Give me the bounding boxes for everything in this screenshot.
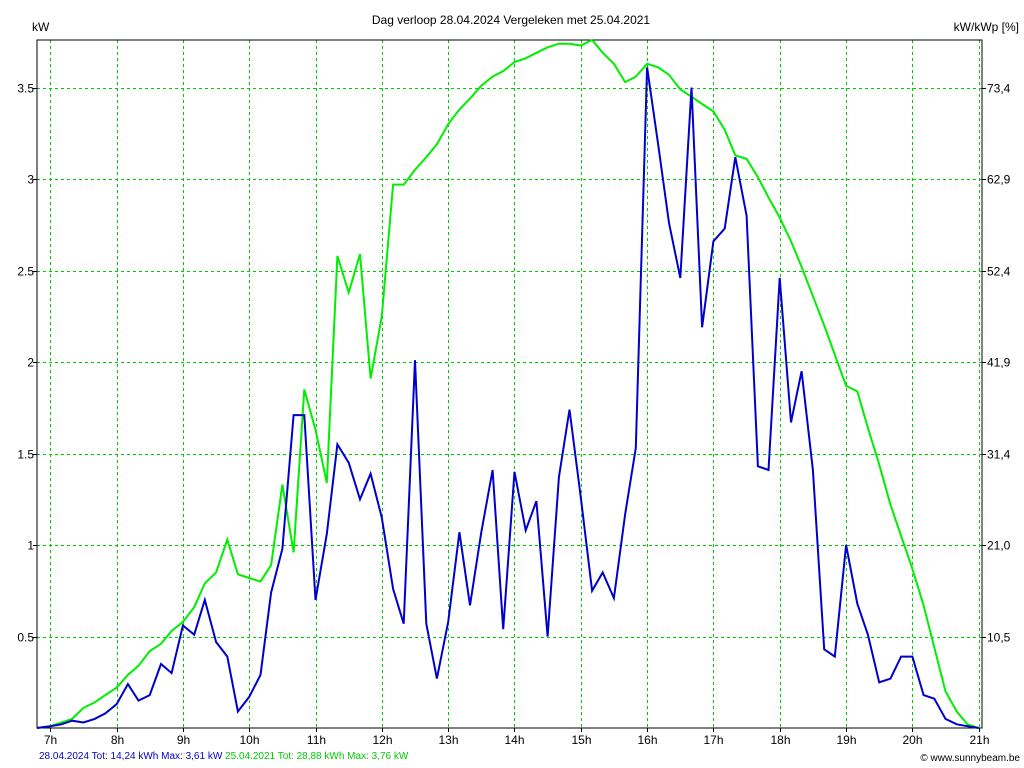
y-axis-right-ticks: 10,5 21,0 31,4 41,9 52,4 62,9 73,4 [982, 82, 1011, 645]
y-right-tick-label: 10,5 [987, 631, 1011, 645]
y-right-tick-label: 41,9 [987, 356, 1011, 370]
x-tick-label: 15h [571, 733, 591, 747]
y-axis-right-label: kW/kWp [%] [954, 20, 1019, 34]
x-tick-label: 20h [902, 733, 922, 747]
horizontal-gridlines [37, 88, 982, 638]
y-left-tick-label: 0.5 [17, 631, 34, 645]
y-left-tick-label: 1.5 [17, 448, 34, 462]
y-axis-left-ticks: 0.5 1 1.5 2 2.5 3 3.5 [17, 82, 37, 645]
x-axis-ticks: 7h 8h 9h 10h 11h 12h 13h 14h 15h 16h 17h 18h 19h 20h 2… [44, 728, 990, 747]
y-axis-left-label: kW [32, 20, 50, 34]
x-tick-label: 14h [504, 733, 524, 747]
series-line-25-04-2021 [36, 38, 980, 729]
x-tick-label: 18h [770, 733, 790, 747]
x-tick-label: 13h [438, 733, 458, 747]
series-layer [36, 38, 980, 729]
x-tick-label: 8h [111, 733, 124, 747]
y-right-tick-label: 73,4 [987, 82, 1011, 96]
y-right-tick-label: 31,4 [987, 448, 1011, 462]
x-tick-label: 10h [239, 733, 259, 747]
x-tick-label: 17h [703, 733, 723, 747]
x-tick-label: 7h [44, 733, 57, 747]
y-right-tick-label: 62,9 [987, 173, 1011, 187]
x-tick-label: 19h [836, 733, 856, 747]
footer-credit: © www.sunnybeam.be [920, 753, 1020, 764]
y-left-tick-label: 2 [27, 356, 34, 370]
y-left-tick-label: 3.5 [17, 82, 34, 96]
vertical-gridlines [50, 40, 980, 728]
x-tick-label: 11h [307, 733, 326, 747]
x-tick-label: 16h [637, 733, 657, 747]
legend-series-2021: 25.04.2021 Tot: 28,88 kWh Max: 3,76 kW [225, 751, 409, 762]
footer-legend: 28.04.2024 Tot: 14,24 kWh Max: 3,61 kW 2… [39, 751, 408, 762]
x-tick-label: 9h [177, 733, 190, 747]
legend-series-2024: 28.04.2024 Tot: 14,24 kWh Max: 3,61 kW [39, 751, 223, 762]
series-line-28-04-2024 [36, 67, 979, 729]
x-tick-label: 12h [372, 733, 392, 747]
y-left-tick-label: 3 [27, 173, 34, 187]
y-left-tick-label: 1 [27, 539, 34, 553]
chart-title: Dag verloop 28.04.2024 Vergeleken met 25… [372, 13, 651, 27]
y-left-tick-label: 2.5 [17, 265, 34, 279]
y-right-tick-label: 21,0 [987, 539, 1011, 553]
x-tick-label: 21h [969, 733, 989, 747]
y-right-tick-label: 52,4 [987, 265, 1011, 279]
